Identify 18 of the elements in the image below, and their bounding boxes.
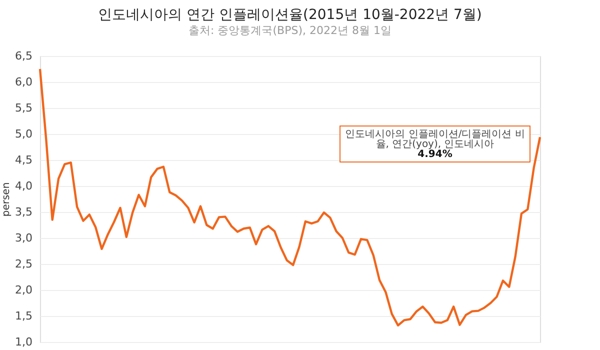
y-tick-label: 2,5 — [15, 258, 32, 270]
y-tick-label: 6,0 — [15, 76, 32, 88]
y-tick-label: 5,5 — [15, 102, 32, 114]
y-tick-label: 3,5 — [15, 206, 32, 218]
y-tick-label: 2,0 — [15, 284, 32, 296]
line-series — [38, 68, 542, 326]
y-axis-title: persen — [1, 182, 12, 217]
y-tick-label: 4,5 — [15, 154, 32, 166]
chart-subtitle: 출처: 중앙통계국(BPS), 2022년 8월 1일 — [188, 24, 392, 37]
chart-title: 인도네시아의 연간 인플레이션율(2015년 10월-2022년 7월) — [98, 7, 482, 23]
annotation: 인도네시아의 인플레이션/디플레이션 비율, 연간(yoy), 인도네시아 — [345, 129, 525, 150]
y-tick-label: 4,0 — [15, 180, 32, 192]
y-tick-label: 6,5 — [15, 50, 32, 62]
y-tick-label: 3,0 — [15, 232, 32, 244]
y-tick-label: 5,0 — [15, 128, 32, 140]
y-tick-label: 1,5 — [15, 310, 32, 322]
annotation: 4.94% — [418, 149, 452, 160]
y-tick-label: 1,0 — [15, 336, 32, 348]
